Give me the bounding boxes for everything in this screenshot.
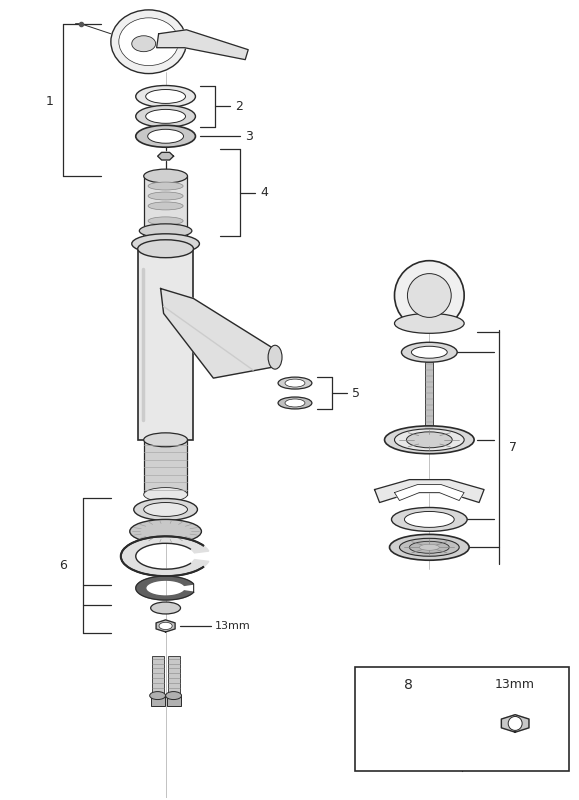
Ellipse shape [146,110,185,123]
Polygon shape [394,485,464,501]
Ellipse shape [412,346,447,358]
Ellipse shape [405,511,454,527]
Bar [138,249,193,440]
Ellipse shape [159,622,172,630]
Text: 4: 4 [260,186,268,199]
Ellipse shape [134,498,197,521]
Circle shape [394,261,464,330]
Ellipse shape [391,507,467,531]
Polygon shape [157,152,174,160]
Ellipse shape [401,342,457,362]
Circle shape [403,697,413,706]
Ellipse shape [406,432,452,448]
Ellipse shape [148,130,184,143]
Ellipse shape [138,240,193,258]
Ellipse shape [144,487,188,502]
Polygon shape [136,576,193,600]
Ellipse shape [119,18,178,66]
Ellipse shape [144,433,188,446]
Bar [144,440,188,494]
Bar [355,666,569,771]
Ellipse shape [278,397,312,409]
Ellipse shape [390,534,469,560]
Polygon shape [501,714,529,732]
Circle shape [508,717,522,730]
Ellipse shape [419,544,439,550]
Ellipse shape [132,36,156,52]
Bar [167,656,179,695]
Ellipse shape [148,182,183,190]
Text: 3: 3 [245,130,253,142]
Text: 2: 2 [235,100,243,113]
Ellipse shape [268,346,282,369]
Bar [167,695,181,706]
Ellipse shape [148,217,183,225]
Ellipse shape [144,502,188,517]
Text: 1: 1 [45,95,53,108]
Ellipse shape [135,106,196,127]
Ellipse shape [285,399,305,407]
Ellipse shape [151,602,181,614]
Ellipse shape [148,192,183,200]
Circle shape [408,274,451,318]
Ellipse shape [146,90,185,103]
Text: 5: 5 [351,386,360,399]
Bar [426,362,433,430]
Text: 8: 8 [404,678,413,692]
Bar [144,176,188,236]
Text: 6: 6 [59,558,67,572]
Polygon shape [160,289,278,378]
Polygon shape [375,480,484,502]
Ellipse shape [400,538,459,556]
Ellipse shape [278,377,312,389]
Ellipse shape [130,519,201,543]
Ellipse shape [148,202,183,210]
Ellipse shape [285,379,305,387]
Text: 13mm: 13mm [214,621,250,631]
Polygon shape [157,30,248,60]
Text: 7: 7 [509,441,517,454]
Ellipse shape [150,691,166,699]
Ellipse shape [409,542,449,554]
Ellipse shape [384,426,474,454]
Ellipse shape [394,314,464,334]
Ellipse shape [144,169,188,183]
Text: 13mm: 13mm [495,678,535,691]
Bar [152,656,164,695]
Ellipse shape [132,234,199,254]
Polygon shape [156,620,175,632]
Ellipse shape [394,429,464,450]
Bar [151,695,164,706]
Ellipse shape [135,126,196,147]
Ellipse shape [140,224,192,238]
Ellipse shape [135,86,196,107]
Ellipse shape [144,229,188,242]
Ellipse shape [166,691,182,699]
Polygon shape [121,536,209,576]
Ellipse shape [111,10,186,74]
